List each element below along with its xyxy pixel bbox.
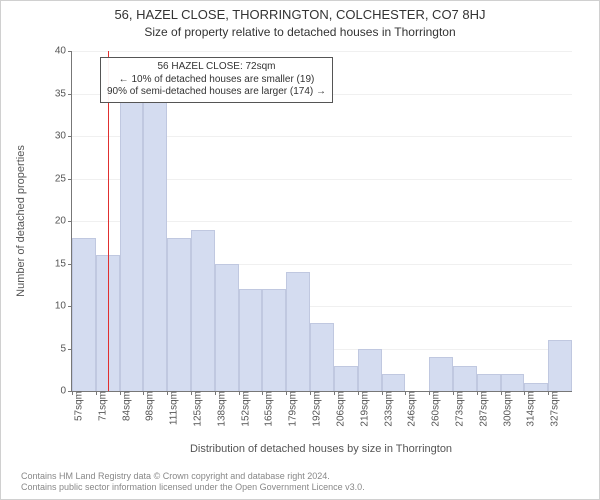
xtick-label: 260sqm: [425, 391, 442, 427]
xtick-label: 125sqm: [187, 391, 204, 427]
xtick-label: 219sqm: [353, 391, 370, 427]
xtick-label: 273sqm: [448, 391, 465, 427]
histogram-bar: [120, 102, 144, 391]
histogram-bar: [191, 230, 215, 392]
xtick-label: 300sqm: [496, 391, 513, 427]
gridline: [72, 51, 572, 52]
xtick-label: 233sqm: [377, 391, 394, 427]
histogram-bar: [429, 357, 453, 391]
histogram-bar: [477, 374, 501, 391]
histogram-bar: [215, 264, 239, 392]
histogram-bar: [334, 366, 358, 392]
ytick-label: 30: [55, 131, 72, 142]
xtick-label: 152sqm: [234, 391, 251, 427]
histogram-bar: [453, 366, 477, 392]
xtick-label: 98sqm: [139, 391, 156, 421]
xtick-label: 327sqm: [544, 391, 561, 427]
xtick-label: 179sqm: [282, 391, 299, 427]
histogram-bar: [143, 102, 167, 391]
attribution-block: Contains HM Land Registry data © Crown c…: [21, 471, 365, 493]
histogram-bar: [286, 272, 310, 391]
histogram-bar: [382, 374, 406, 391]
xtick-label: 287sqm: [472, 391, 489, 427]
annotation-box: 56 HAZEL CLOSE: 72sqm← 10% of detached h…: [100, 57, 333, 103]
histogram-bar: [501, 374, 525, 391]
histogram-bar: [310, 323, 334, 391]
ytick-label: 5: [60, 343, 72, 354]
xtick-label: 165sqm: [258, 391, 275, 427]
histogram-bar: [239, 289, 263, 391]
xtick-label: 84sqm: [115, 391, 132, 421]
chart-subtitle: Size of property relative to detached ho…: [1, 25, 599, 39]
xtick-label: 138sqm: [210, 391, 227, 427]
xtick-label: 314sqm: [520, 391, 537, 427]
histogram-bar: [524, 383, 548, 392]
histogram-bar: [358, 349, 382, 392]
ytick-label: 40: [55, 46, 72, 57]
xtick-label: 206sqm: [329, 391, 346, 427]
y-axis-label: Number of detached properties: [15, 145, 27, 297]
ytick-label: 10: [55, 301, 72, 312]
address-title: 56, HAZEL CLOSE, THORRINGTON, COLCHESTER…: [1, 7, 599, 22]
attribution-line2: Contains public sector information licen…: [21, 482, 365, 493]
xtick-label: 71sqm: [91, 391, 108, 421]
attribution-line1: Contains HM Land Registry data © Crown c…: [21, 471, 365, 482]
ytick-label: 20: [55, 216, 72, 227]
chart-plot-area: 051015202530354057sqm71sqm84sqm98sqm111s…: [71, 51, 572, 392]
x-axis-label: Distribution of detached houses by size …: [190, 443, 452, 455]
ytick-label: 35: [55, 88, 72, 99]
annotation-line: 90% of semi-detached houses are larger (…: [107, 86, 326, 99]
xtick-label: 246sqm: [401, 391, 418, 427]
annotation-line: ← 10% of detached houses are smaller (19…: [107, 74, 326, 87]
xtick-label: 111sqm: [163, 391, 180, 425]
ytick-label: 15: [55, 258, 72, 269]
histogram-bar: [72, 238, 96, 391]
annotation-line: 56 HAZEL CLOSE: 72sqm: [107, 61, 326, 74]
xtick-label: 57sqm: [68, 391, 85, 421]
histogram-bar: [262, 289, 286, 391]
histogram-bar: [167, 238, 191, 391]
xtick-label: 192sqm: [306, 391, 323, 427]
histogram-bar: [548, 340, 572, 391]
ytick-label: 25: [55, 173, 72, 184]
page-root: 56, HAZEL CLOSE, THORRINGTON, COLCHESTER…: [0, 0, 600, 500]
